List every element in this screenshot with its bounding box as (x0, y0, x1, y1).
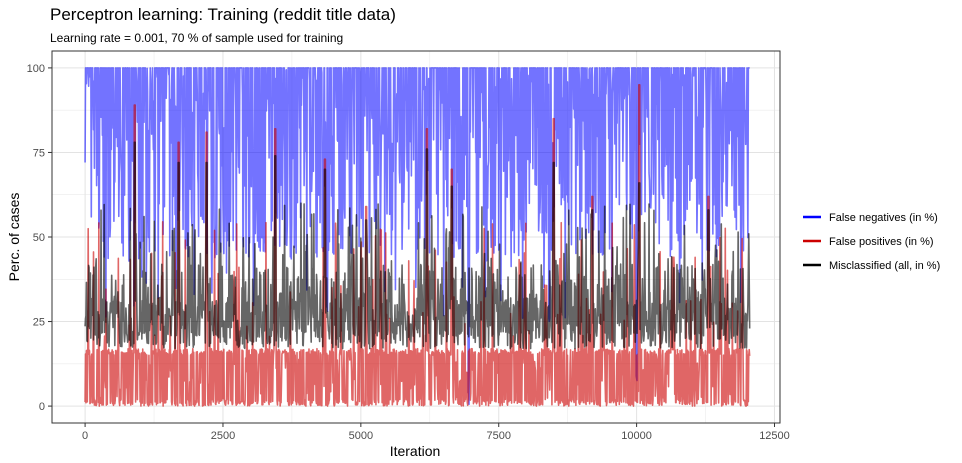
series-layer (84, 67, 751, 407)
series-line-false-positives (84, 84, 751, 407)
x-tick-label: 7500 (486, 430, 510, 442)
series-line-false-negatives (84, 67, 751, 406)
y-tick-label: 100 (27, 63, 45, 75)
x-tick-label: 10000 (621, 430, 652, 442)
y-axis-title: Perc. of cases (6, 193, 22, 282)
legend-label: False positives (in %) (829, 236, 934, 248)
y-tick-label: 0 (39, 401, 45, 413)
legend: False negatives (in %) False positives (i… (803, 212, 940, 272)
y-tick-label: 75 (33, 147, 45, 159)
y-axis: 0 25 50 75 100 (27, 63, 52, 413)
x-tick-label: 2500 (211, 430, 235, 442)
x-tick-label: 0 (82, 430, 88, 442)
legend-label: False negatives (in %) (829, 212, 938, 224)
x-axis: 0 2500 5000 7500 10000 12500 (82, 423, 790, 442)
legend-label: Misclassified (all, in %) (829, 260, 940, 272)
chart-title: Perceptron learning: Training (reddit ti… (50, 5, 396, 24)
x-axis-title: Iteration (390, 443, 441, 459)
y-tick-label: 50 (33, 232, 45, 244)
y-tick-label: 25 (33, 317, 45, 329)
x-tick-label: 12500 (759, 430, 790, 442)
series-line-misclassified (84, 141, 751, 350)
x-tick-label: 5000 (349, 430, 373, 442)
chart-subtitle: Learning rate = 0.001, 70 % of sample us… (50, 31, 344, 45)
